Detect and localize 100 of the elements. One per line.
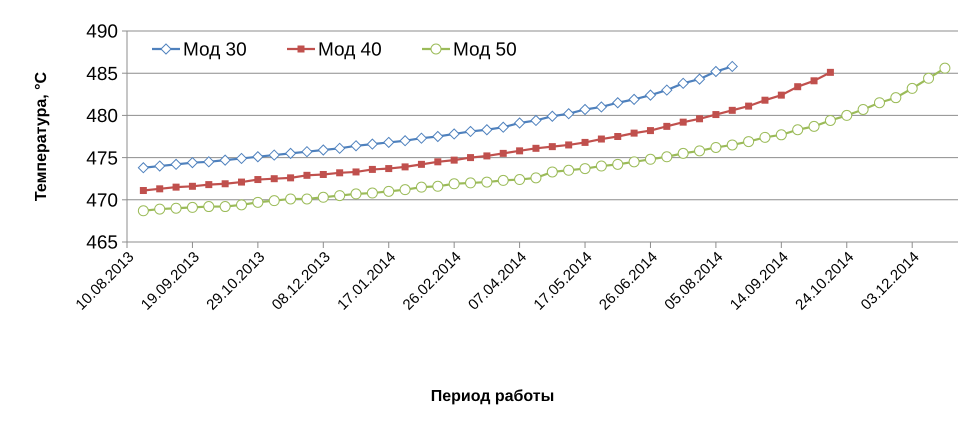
point xyxy=(400,184,411,196)
point xyxy=(890,92,902,104)
point xyxy=(156,185,164,192)
point xyxy=(252,196,264,208)
point xyxy=(385,165,392,172)
point xyxy=(858,104,869,115)
point xyxy=(710,66,722,78)
point xyxy=(582,138,589,146)
point xyxy=(516,147,524,154)
point xyxy=(154,160,166,172)
point xyxy=(546,166,558,178)
point xyxy=(170,202,182,214)
point xyxy=(680,118,687,126)
point xyxy=(268,150,280,161)
point xyxy=(465,126,476,137)
point xyxy=(530,172,542,184)
point xyxy=(630,130,638,137)
point xyxy=(416,132,427,144)
legend-label: Мод 50 xyxy=(453,40,517,61)
point xyxy=(186,157,198,168)
point xyxy=(612,97,624,108)
point xyxy=(596,160,607,172)
point xyxy=(400,135,411,146)
point xyxy=(350,140,362,152)
point xyxy=(678,148,689,159)
point xyxy=(628,94,640,105)
point xyxy=(402,163,409,170)
point xyxy=(138,205,149,216)
point xyxy=(612,158,624,170)
x-axis-title: Период работы xyxy=(430,388,554,405)
point xyxy=(694,145,706,156)
point xyxy=(465,177,476,188)
point xyxy=(205,181,212,188)
point xyxy=(759,132,770,143)
point xyxy=(776,129,787,140)
point xyxy=(138,162,149,174)
y-tick-label: 490 xyxy=(86,22,118,43)
point xyxy=(663,122,670,130)
y-tick-label: 480 xyxy=(86,106,118,128)
point xyxy=(678,78,689,89)
point xyxy=(222,180,229,188)
point xyxy=(826,68,834,76)
y-tick-label: 465 xyxy=(86,232,118,254)
legend-label: Мод 30 xyxy=(183,40,247,61)
point xyxy=(841,110,852,121)
point xyxy=(743,136,754,148)
point xyxy=(761,96,768,104)
y-tick-label: 485 xyxy=(86,64,118,85)
point xyxy=(644,154,656,165)
point xyxy=(318,192,329,203)
y-tick-label: 475 xyxy=(86,148,118,170)
point xyxy=(580,104,591,115)
point xyxy=(939,62,950,74)
point xyxy=(220,154,231,166)
point xyxy=(726,139,738,150)
point xyxy=(448,128,460,140)
point xyxy=(498,122,509,133)
point xyxy=(238,178,246,186)
point xyxy=(203,156,214,168)
point xyxy=(350,188,362,200)
point xyxy=(418,160,425,168)
point xyxy=(220,201,231,212)
point xyxy=(334,142,346,154)
point xyxy=(318,144,329,156)
point xyxy=(236,199,248,210)
point xyxy=(532,144,540,152)
point xyxy=(352,168,360,176)
point xyxy=(596,101,607,112)
point xyxy=(450,156,458,164)
point xyxy=(792,124,804,136)
point xyxy=(696,115,704,122)
legend-label: Мод 40 xyxy=(318,40,382,61)
point xyxy=(530,114,542,126)
point xyxy=(467,154,474,162)
point xyxy=(481,176,492,188)
point xyxy=(481,124,492,136)
point xyxy=(483,152,490,160)
point xyxy=(565,141,572,148)
point xyxy=(366,138,378,150)
point xyxy=(794,83,802,90)
point xyxy=(661,151,672,162)
y-axis-title: Температура, °C xyxy=(33,71,50,202)
point xyxy=(500,150,507,157)
point xyxy=(694,74,706,85)
point xyxy=(824,114,836,126)
point xyxy=(252,151,264,162)
point xyxy=(498,174,509,186)
point xyxy=(726,60,738,72)
point xyxy=(548,143,556,150)
point xyxy=(710,142,722,153)
point xyxy=(906,82,918,94)
point xyxy=(628,156,640,168)
point xyxy=(301,193,312,204)
point xyxy=(563,108,574,120)
point xyxy=(285,148,296,159)
point xyxy=(432,131,444,142)
point xyxy=(170,158,182,170)
point xyxy=(383,136,394,148)
point xyxy=(172,184,180,191)
y-tick-label: 470 xyxy=(86,190,118,212)
